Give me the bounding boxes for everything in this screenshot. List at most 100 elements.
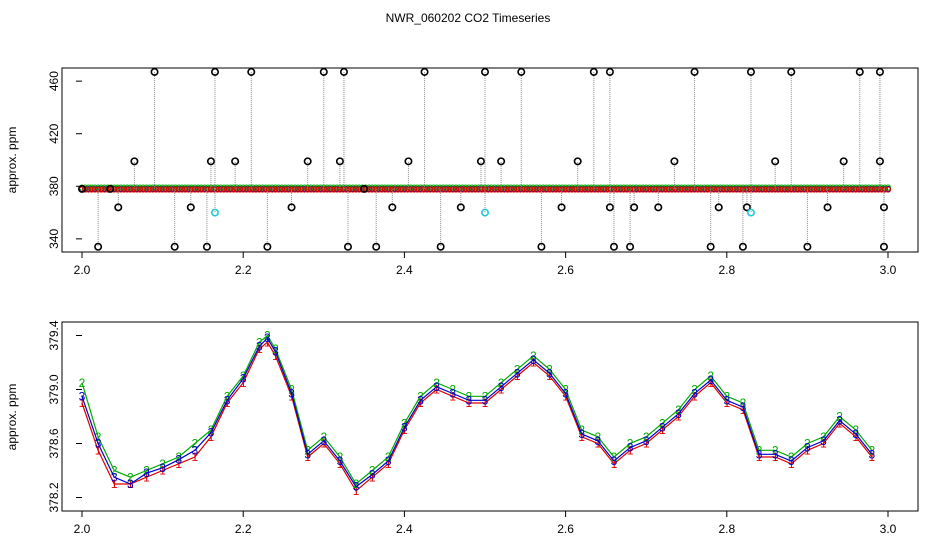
top-baseline-point (449, 184, 456, 191)
top-baseline-point (288, 186, 295, 193)
bottom-series-marker: 2 (449, 383, 456, 397)
top-baseline-point (391, 184, 398, 191)
bottom-x-tick-label: 2.0 (74, 522, 91, 536)
top-baseline-point (594, 186, 601, 193)
top-baseline-point (881, 186, 888, 193)
top-baseline-point (385, 186, 392, 193)
top-baseline-point (111, 184, 118, 191)
bottom-series-marker: 3 (224, 393, 231, 407)
top-baseline-point (523, 184, 531, 191)
top-data-point (630, 203, 639, 212)
top-baseline-point (198, 186, 205, 193)
top-baseline-point (794, 186, 801, 193)
top-baseline-point (146, 186, 153, 193)
top-baseline-point (165, 184, 173, 191)
top-baseline-point (726, 184, 734, 191)
top-x-tick-label: 2.0 (74, 263, 91, 277)
top-baseline-point (333, 186, 340, 193)
bottom-series-marker: 1 (175, 457, 182, 471)
top-baseline-point (749, 186, 756, 193)
bottom-series-marker: 2 (788, 450, 795, 464)
top-baseline-point (275, 184, 282, 191)
bottom-x-tick-label: 2.8 (718, 522, 735, 536)
bottom-series-marker: 2 (95, 430, 102, 444)
bottom-series-marker: 1 (562, 389, 569, 403)
top-plot-frame (61, 67, 919, 253)
top-baseline-point (552, 184, 560, 191)
top-baseline-point (614, 184, 621, 191)
top-baseline-point (191, 186, 198, 193)
top-data-point (339, 67, 348, 76)
top-baseline-point (752, 186, 759, 193)
bottom-series-marker: 2 (530, 349, 537, 363)
bottom-series-marker: 3 (772, 447, 779, 461)
top-baseline-point (726, 186, 734, 193)
top-baseline-point (778, 184, 785, 191)
bottom-series-marker: 1 (369, 470, 376, 484)
top-baseline-point (220, 184, 227, 191)
top-data-point (746, 67, 755, 76)
top-baseline-point (839, 186, 846, 193)
top-baseline-point (307, 184, 315, 191)
bottom-series-marker: 1 (514, 369, 521, 383)
top-data-point (803, 242, 812, 251)
top-baseline-point (159, 186, 166, 193)
top-baseline-point (549, 186, 556, 193)
bottom-series-marker: 3 (675, 407, 682, 421)
top-data-point (771, 157, 780, 166)
bottom-y-tick-label: 379.4 (47, 320, 61, 350)
top-baseline-point (262, 186, 269, 193)
bottom-series-marker: 2 (804, 437, 811, 451)
top-baseline-point (443, 184, 450, 191)
top-baseline-point (336, 186, 344, 193)
top-baseline-point (320, 186, 327, 193)
top-baseline-point (401, 186, 408, 193)
top-data-point (202, 242, 211, 251)
top-baseline-point (246, 186, 253, 193)
bottom-series-marker: 2 (288, 383, 295, 397)
top-baseline-point (294, 186, 302, 193)
bottom-series-marker: 2 (304, 443, 311, 457)
bottom-series-marker: 3 (466, 393, 473, 407)
top-baseline-point (120, 186, 128, 193)
top-baseline-point (765, 186, 772, 193)
top-baseline-point (659, 186, 666, 193)
bottom-series-marker: 1 (264, 335, 271, 349)
bottom-series-marker: 2 (627, 437, 634, 451)
top-baseline-point (507, 184, 514, 191)
bottom-series-marker: 3 (208, 426, 215, 440)
top-baseline-point (601, 186, 608, 193)
bottom-series-marker: 3 (627, 441, 634, 455)
top-baseline-point (772, 186, 779, 193)
top-baseline-point (436, 186, 443, 193)
top-baseline-point (124, 184, 131, 191)
top-data-point (78, 184, 87, 193)
bottom-series-marker: 3 (240, 372, 247, 386)
top-baseline-point (623, 184, 630, 191)
top-y-tick-label: 420 (47, 123, 61, 143)
top-baseline-point (697, 184, 705, 191)
top-baseline-point (217, 186, 224, 193)
top-baseline-point (475, 186, 482, 193)
bottom-series-marker: 2 (401, 416, 408, 430)
top-baseline-point (759, 184, 766, 191)
top-x-tick-label: 2.2 (235, 263, 252, 277)
top-data-point (746, 208, 755, 217)
top-data-point (879, 242, 888, 251)
bottom-y-axis-label: approx. ppm (5, 384, 19, 451)
top-baseline-point (488, 186, 495, 193)
top-baseline-point (153, 186, 160, 193)
top-baseline-point (646, 186, 653, 193)
top-baseline-point (278, 186, 285, 193)
bottom-series-marker: 3 (449, 387, 456, 401)
top-data-point (855, 67, 864, 76)
top-data-point (150, 67, 159, 76)
top-baseline-point (846, 184, 853, 191)
top-baseline-point (169, 184, 176, 191)
top-baseline-point (356, 186, 363, 193)
top-baseline-point (794, 184, 801, 191)
top-baseline-point (849, 186, 856, 193)
top-data-point (210, 67, 219, 76)
top-baseline-point (859, 186, 866, 193)
top-baseline-point (130, 186, 137, 193)
